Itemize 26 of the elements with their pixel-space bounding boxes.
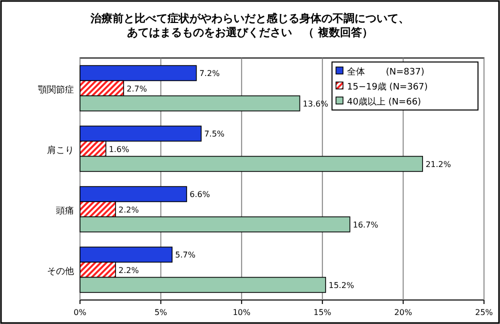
legend-label: 15−19歳 (N=367)	[347, 82, 428, 92]
data-label: 6.6%	[190, 190, 210, 200]
x-tick-label: 5%	[154, 308, 168, 317]
x-tick-label: 10%	[232, 308, 251, 317]
x-tick-label: 0%	[74, 308, 87, 317]
data-label: 7.5%	[204, 130, 225, 139]
data-label: 5.7%	[175, 250, 196, 260]
x-tick-label: 20%	[394, 308, 412, 317]
y-tick-label: 肩こり	[47, 144, 74, 156]
data-label: 15.2%	[328, 280, 354, 290]
data-label: 21.2%	[426, 160, 452, 169]
y-tick-label: 頭痛	[56, 205, 74, 216]
data-label: 13.6%	[302, 99, 329, 108]
data-label: 1.6%	[108, 144, 130, 154]
data-label: 2.7%	[126, 84, 148, 94]
x-tick-label: 15%	[314, 308, 332, 317]
y-tick-label: 顎関節症	[38, 84, 74, 96]
data-label: 16.7%	[352, 220, 379, 230]
y-tick-label: その他	[47, 266, 74, 277]
chart-title: 治療前と比べて症状がやわらいだと感じる身体の不調について、あてはまるものをお選びください （ 複数回答）	[90, 12, 410, 39]
x-tick-label: 25%	[475, 308, 494, 317]
legend-label: 40歳以上 (N=66)	[347, 96, 422, 108]
data-label: 2.2%	[118, 266, 140, 275]
legend-label: 全体 (N=837)	[347, 66, 424, 78]
data-label: 7.2%	[199, 69, 220, 78]
data-label: 2.2%	[118, 205, 140, 214]
